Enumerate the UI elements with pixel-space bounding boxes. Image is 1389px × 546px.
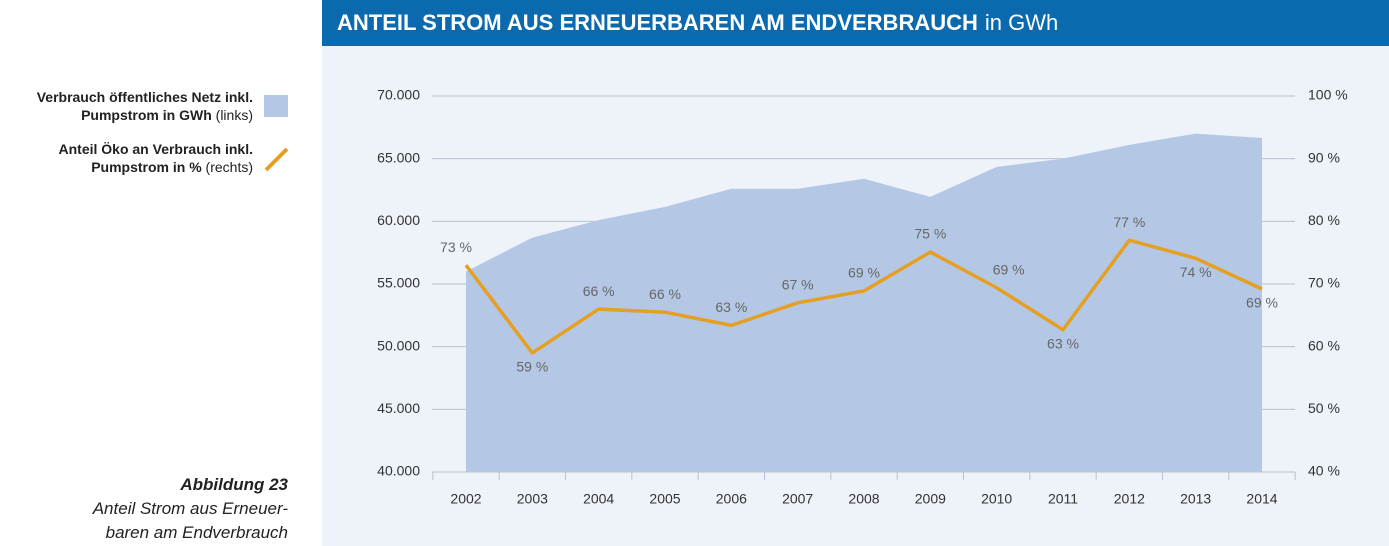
- legend-entry: Anteil Öko an Verbrauch inkl. Pumpstrom …: [58, 141, 254, 175]
- x-tick-label: 2004: [583, 491, 614, 507]
- caption: Abbildung 23 Anteil Strom aus Erneuer- b…: [93, 473, 288, 545]
- caption-label: Abbildung 23: [180, 475, 288, 494]
- x-tick-label: 2008: [848, 491, 879, 507]
- y-tick-label: 45.000: [377, 400, 420, 416]
- data-label: 63 %: [715, 299, 747, 315]
- caption-line: baren am Endverbrauch: [105, 523, 288, 542]
- data-label: 63 %: [1047, 335, 1079, 351]
- x-tick-label: 2009: [915, 491, 946, 507]
- data-label: 74 %: [1180, 264, 1212, 280]
- y2-tick-label: 50 %: [1308, 400, 1340, 416]
- data-label: 69 %: [1246, 295, 1278, 311]
- y-tick-label: 65.000: [377, 149, 420, 165]
- x-tick-label: 2005: [649, 491, 680, 507]
- data-label: 75 %: [914, 226, 946, 242]
- title-main: ANTEIL STROM AUS ERNEUERBAREN AM ENDVERB…: [337, 10, 978, 35]
- data-label: 73 %: [440, 239, 472, 255]
- x-tick-label: 2010: [981, 491, 1012, 507]
- legend-swatch: [264, 147, 289, 172]
- y-tick-label: 60.000: [377, 212, 420, 228]
- y2-tick-label: 40 %: [1308, 463, 1340, 479]
- x-tick-label: 2014: [1246, 491, 1277, 507]
- y-tick-label: 40.000: [377, 463, 420, 479]
- x-tick-label: 2012: [1114, 491, 1145, 507]
- data-label: 77 %: [1113, 214, 1145, 230]
- title-bar: [322, 0, 1389, 46]
- y2-tick-label: 100 %: [1308, 87, 1348, 103]
- data-label: 67 %: [782, 277, 814, 293]
- x-tick-label: 2003: [517, 491, 548, 507]
- chart-title: ANTEIL STROM AUS ERNEUERBAREN AM ENDVERB…: [337, 10, 1058, 35]
- data-label: 69 %: [848, 265, 880, 281]
- data-label: 66 %: [583, 283, 615, 299]
- y-tick-label: 55.000: [377, 275, 420, 291]
- y2-tick-label: 80 %: [1308, 212, 1340, 228]
- legend-swatch: [264, 95, 288, 117]
- y-tick-label: 50.000: [377, 337, 420, 353]
- line: [464, 238, 1263, 355]
- y-tick-label: 70.000: [377, 87, 420, 103]
- y2-tick-label: 60 %: [1308, 337, 1340, 353]
- x-tick-label: 2006: [716, 491, 747, 507]
- area: [466, 133, 1262, 472]
- x-tick-label: 2002: [450, 491, 481, 507]
- caption-line: Anteil Strom aus Erneuer-: [92, 499, 288, 518]
- y2-tick-label: 70 %: [1308, 275, 1340, 291]
- x-tick-label: 2011: [1048, 491, 1078, 507]
- title-unit: in GWh: [985, 10, 1058, 35]
- y2-tick-label: 90 %: [1308, 149, 1340, 165]
- x-tick-label: 2013: [1180, 491, 1211, 507]
- data-label: 66 %: [649, 286, 681, 302]
- legend-entry: Verbrauch öffentliches Netz inkl. Pumpst…: [36, 89, 253, 123]
- x-tick-label: 2007: [782, 491, 813, 507]
- data-label: 69 %: [993, 261, 1025, 277]
- data-label: 59 %: [516, 359, 548, 375]
